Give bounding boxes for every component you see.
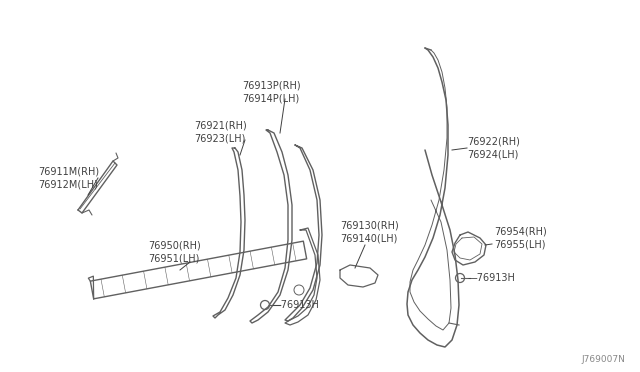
- Text: 76922(RH)
76924(LH): 76922(RH) 76924(LH): [467, 137, 520, 160]
- Text: 76911M(RH)
76912M(LH): 76911M(RH) 76912M(LH): [38, 166, 99, 190]
- Text: 76954(RH)
76955(LH): 76954(RH) 76955(LH): [494, 227, 547, 250]
- Text: J769007N: J769007N: [581, 355, 625, 364]
- Text: 76921(RH)
76923(LH): 76921(RH) 76923(LH): [194, 121, 247, 144]
- Text: 769130(RH)
769140(LH): 769130(RH) 769140(LH): [340, 220, 399, 244]
- Text: 76913P(RH)
76914P(LH): 76913P(RH) 76914P(LH): [242, 80, 301, 103]
- Text: 76950(RH)
76951(LH): 76950(RH) 76951(LH): [148, 240, 201, 264]
- Text: —76913H: —76913H: [468, 273, 516, 283]
- Text: —76913H: —76913H: [272, 300, 320, 310]
